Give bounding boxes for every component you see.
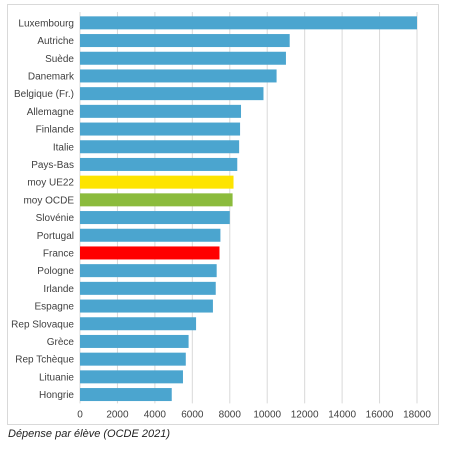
category-label: Slovénie: [36, 213, 75, 224]
x-tick-label: 16000: [366, 409, 394, 420]
x-axis-tick-labels: 0 2000 4000 6000 8000 10000 12000 14000 16000 180…: [77, 409, 431, 420]
x-tick-label: 8000: [219, 409, 242, 420]
bar-rep-tch-que: [80, 352, 186, 366]
x-tick-label: 10000: [253, 409, 281, 420]
category-label: Espagne: [35, 302, 75, 313]
category-label: France: [43, 248, 75, 259]
x-tick-label: 0: [77, 409, 83, 420]
bar-pologne: [80, 264, 217, 278]
bar-italie: [80, 140, 240, 154]
bar-finlande: [80, 122, 241, 136]
category-labels: Luxembourg Autriche Suède Danemark Belgique …: [11, 18, 75, 401]
bar-pays-bas: [80, 157, 238, 171]
category-label: Pologne: [37, 266, 74, 277]
bar-lituanie: [80, 370, 183, 384]
bar-slov-nie: [80, 211, 230, 225]
bar-su-de: [80, 51, 286, 65]
bar-portugal: [80, 228, 221, 242]
x-tick-label: 4000: [144, 409, 167, 420]
category-label: Lituanie: [39, 372, 74, 383]
bar-chart: Luxembourg Autriche Suède Danemark Belgique …: [11, 12, 431, 420]
bar-rep-slovaque: [80, 317, 197, 331]
category-label: Rep Slovaque: [11, 319, 74, 330]
x-tick-label: 12000: [291, 409, 319, 420]
x-tick-label: 2000: [106, 409, 129, 420]
category-label: Rep Tchèque: [15, 355, 74, 366]
bar-espagne: [80, 299, 213, 313]
bar-hongrie: [80, 388, 172, 402]
category-label: Danemark: [28, 71, 75, 82]
category-label: Luxembourg: [18, 18, 74, 29]
bar-moy-ue22: [80, 175, 234, 189]
category-label: Belgique (Fr.): [14, 89, 74, 100]
bar-autriche: [80, 34, 290, 48]
chart-caption: Dépense par élève (OCDE 2021): [8, 428, 171, 440]
category-label: Suède: [45, 54, 74, 65]
bar-danemark: [80, 69, 277, 83]
x-tick-label: 18000: [403, 409, 431, 420]
category-label: Portugal: [37, 231, 74, 242]
chart-frame: Luxembourg Autriche Suède Danemark Belgique …: [7, 4, 439, 425]
bar-allemagne: [80, 104, 242, 118]
bar-luxembourg: [80, 16, 417, 30]
bar-moy-ocde: [80, 193, 233, 207]
bar-france: [80, 246, 220, 260]
category-label: Finlande: [36, 125, 75, 136]
x-tick-label: 14000: [328, 409, 356, 420]
category-label: Grèce: [47, 337, 75, 348]
bar-gr-ce: [80, 334, 189, 348]
category-label: Hongrie: [39, 390, 74, 401]
x-tick-label: 6000: [181, 409, 204, 420]
category-label: Pays-Bas: [31, 160, 74, 171]
category-label: Allemagne: [27, 107, 75, 118]
bar-belgique-fr: [80, 87, 264, 101]
category-label: Italie: [53, 142, 75, 153]
category-label: Irlande: [43, 284, 74, 295]
category-label: moy UE22: [27, 178, 74, 189]
category-label: moy OCDE: [23, 195, 74, 206]
bar-irlande: [80, 281, 216, 295]
category-label: Autriche: [37, 36, 74, 47]
bar-series: [80, 16, 417, 402]
